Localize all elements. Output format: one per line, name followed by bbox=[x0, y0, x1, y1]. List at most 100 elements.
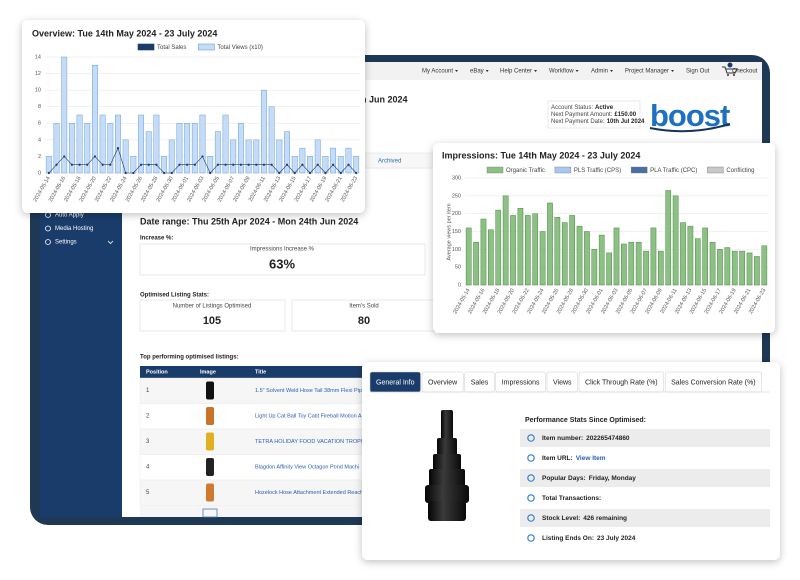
table-row bbox=[139, 377, 366, 404]
caret bbox=[575, 70, 579, 72]
stat-value: 105 bbox=[203, 315, 221, 327]
bar bbox=[161, 156, 168, 174]
bar bbox=[299, 147, 306, 174]
sales-point bbox=[193, 163, 196, 166]
tab-label[interactable]: Sales bbox=[471, 379, 489, 386]
bar bbox=[99, 114, 106, 174]
cart-icon[interactable] bbox=[722, 66, 738, 74]
column-header: Title bbox=[255, 369, 266, 375]
bar bbox=[694, 238, 701, 286]
tab-label[interactable]: Overview bbox=[428, 379, 458, 386]
nav-item[interactable]: eBay bbox=[470, 69, 484, 75]
bar bbox=[495, 209, 502, 286]
sales-point bbox=[285, 163, 289, 166]
stat-value: Friday, Monday bbox=[589, 475, 637, 482]
y-tick-label: 6 bbox=[38, 121, 41, 127]
nav-item[interactable]: Project Manager bbox=[625, 69, 669, 75]
sales-point bbox=[124, 171, 127, 175]
tab-label[interactable]: Click Through Rate (%) bbox=[585, 379, 658, 386]
sales-point bbox=[347, 163, 350, 166]
nav-item[interactable]: Help Center bbox=[500, 69, 532, 75]
listing-title[interactable]: 1.5" Solvent Weld Hose Tail 38mm Flexi P… bbox=[255, 388, 365, 394]
tab-label[interactable]: Impressions bbox=[502, 379, 540, 386]
listing-title[interactable]: Hozelock Hose Attachment Extended Reach bbox=[255, 490, 363, 496]
sales-point bbox=[270, 163, 273, 166]
menu-icon bbox=[45, 225, 51, 232]
account-label: Account Status: bbox=[551, 105, 593, 111]
sales-point bbox=[209, 171, 212, 175]
legend-swatch bbox=[137, 43, 155, 51]
stat-row-bg bbox=[520, 509, 770, 527]
y-tick-label: 0 bbox=[38, 170, 41, 176]
nav-item[interactable]: Admin bbox=[591, 69, 608, 75]
bar bbox=[53, 123, 60, 174]
bar bbox=[480, 218, 487, 286]
bar bbox=[176, 123, 183, 174]
sales-point bbox=[239, 163, 243, 166]
bar bbox=[145, 131, 152, 174]
thumbnail bbox=[206, 483, 214, 502]
sales-point bbox=[224, 163, 227, 166]
bar bbox=[191, 123, 198, 174]
stat-label: Popular Days: bbox=[542, 475, 586, 482]
caret bbox=[107, 240, 114, 245]
sales-point bbox=[132, 171, 135, 175]
stat-box bbox=[139, 299, 286, 332]
nav-item[interactable]: My Account bbox=[422, 69, 453, 75]
bar bbox=[307, 156, 313, 174]
listing-title[interactable]: TETRA HOLIDAY FOOD VACATION TROPICAL FI bbox=[255, 439, 380, 445]
menu-item[interactable]: Settings bbox=[55, 240, 77, 246]
stats-heading: Performance Stats Since Optimised: bbox=[525, 417, 646, 424]
bar bbox=[245, 139, 252, 174]
bar bbox=[488, 229, 494, 286]
bar bbox=[222, 114, 229, 174]
overview-card: Overview: Tue 14th May 2024 - 23 July 20… bbox=[22, 20, 365, 213]
bar bbox=[569, 215, 575, 286]
menu-item[interactable]: Auto Apply bbox=[55, 213, 84, 219]
stat-icon bbox=[527, 474, 535, 482]
bar bbox=[207, 156, 214, 174]
sales-point bbox=[155, 163, 158, 166]
nav-item[interactable]: Sign Out bbox=[686, 69, 710, 75]
legend-label: PLS Traffic (CPS) bbox=[574, 168, 621, 174]
cart-badge bbox=[727, 62, 733, 68]
bar bbox=[561, 222, 568, 286]
legend-swatch bbox=[198, 43, 215, 51]
tab-label[interactable]: Sales Conversion Rate (%) bbox=[671, 379, 755, 386]
listing-title[interactable]: Blagdon Affinity View Octagon Pond Machi bbox=[255, 464, 359, 470]
stat-value[interactable]: View Item bbox=[576, 455, 606, 462]
account-line: Next Payment Date: 10th Jul 2024 bbox=[551, 119, 645, 125]
menu-item[interactable]: Media Hosting bbox=[55, 226, 93, 232]
stat-label: Listing Ends On: bbox=[542, 535, 594, 542]
table-row bbox=[139, 428, 366, 455]
sales-point bbox=[139, 163, 143, 166]
sales-point bbox=[301, 163, 304, 166]
stat-label: Number of Listings Optimised bbox=[173, 304, 252, 310]
hose-part bbox=[437, 438, 457, 456]
position: 2 bbox=[146, 414, 150, 420]
account-line: Account Status: Active bbox=[551, 105, 614, 111]
bar bbox=[122, 139, 129, 174]
hose-part bbox=[441, 410, 453, 440]
thumbnail bbox=[206, 432, 214, 451]
cart-wheel bbox=[733, 74, 735, 76]
tab-label[interactable]: Views bbox=[553, 379, 572, 386]
bar bbox=[635, 241, 642, 286]
bar bbox=[510, 215, 516, 286]
nav-item[interactable]: Workflow bbox=[549, 69, 574, 75]
listing-title[interactable]: Light Up Cat Ball Toy Catit Fireball Mot… bbox=[255, 413, 362, 419]
legend-swatch bbox=[630, 166, 648, 174]
bar bbox=[45, 156, 52, 174]
menu-icon bbox=[45, 239, 51, 245]
tab-label[interactable]: Archived bbox=[378, 159, 401, 165]
bar bbox=[345, 147, 352, 174]
y-tick-label: 200 bbox=[452, 211, 461, 217]
chart-title: Impressions: Tue 14th May 2024 - 23 July… bbox=[442, 150, 640, 160]
bar bbox=[502, 195, 509, 286]
hose-part bbox=[425, 485, 469, 503]
bar bbox=[591, 249, 598, 286]
nav-item[interactable]: Checkout bbox=[732, 69, 758, 75]
page-heading: th Jun 2024 bbox=[358, 94, 408, 104]
tab-label[interactable]: General Info bbox=[376, 379, 415, 386]
